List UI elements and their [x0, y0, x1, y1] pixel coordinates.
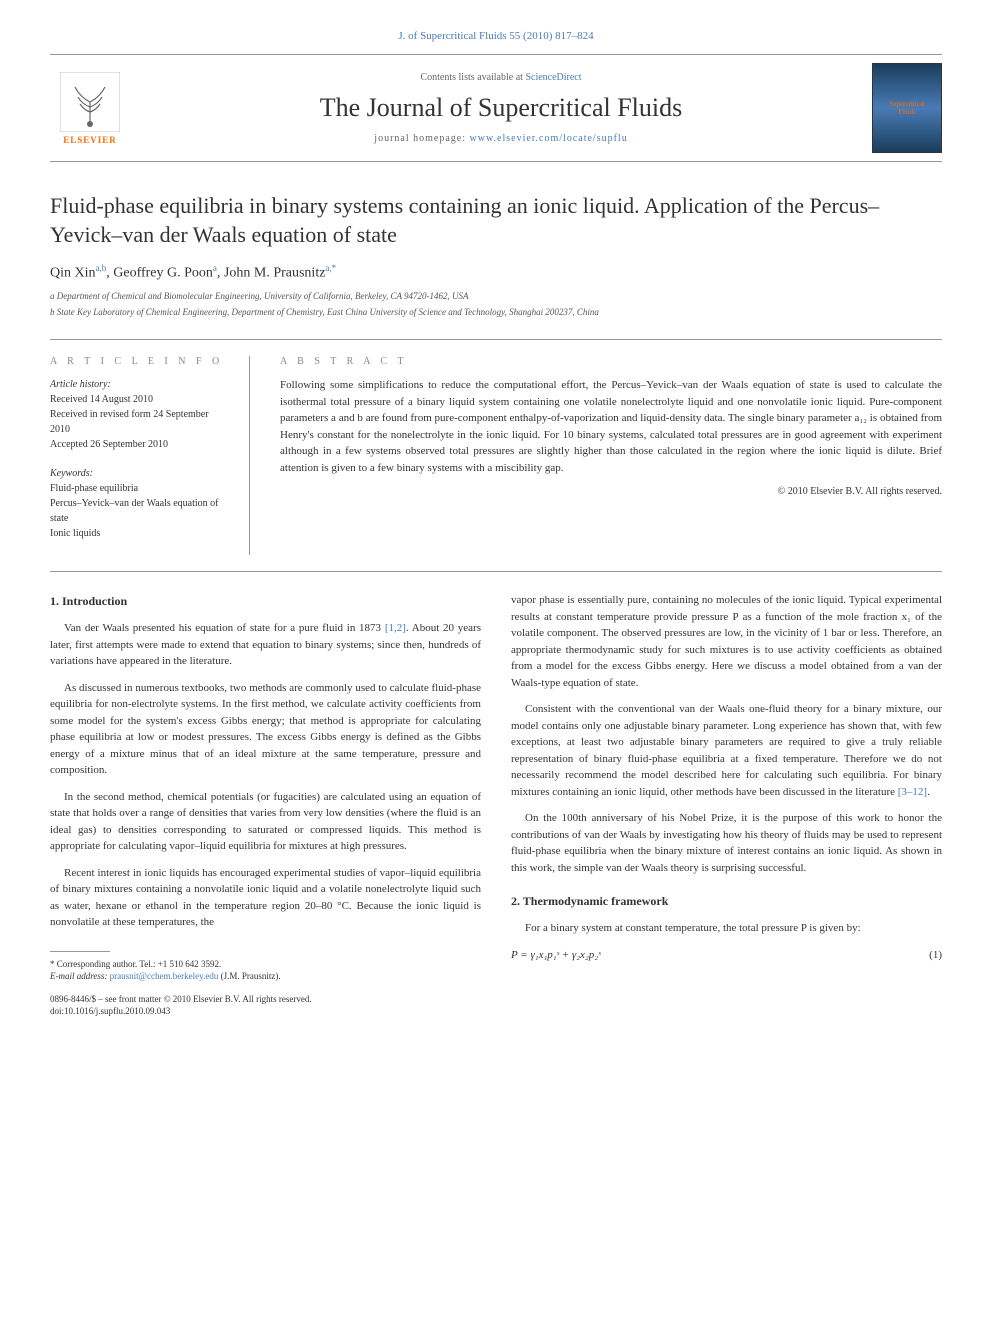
- paragraph: Van der Waals presented his equation of …: [50, 620, 481, 670]
- keywords: Keywords: Fluid-phase equilibria Percus–…: [50, 466, 229, 541]
- elsevier-logo: ELSEVIER: [50, 63, 130, 153]
- ref-link[interactable]: [1,2]: [385, 622, 406, 634]
- article-history: Article history: Received 14 August 2010…: [50, 377, 229, 452]
- publisher-name: ELSEVIER: [63, 135, 117, 145]
- abstract-block: A B S T R A C T Following some simplific…: [280, 356, 942, 555]
- journal-cover-thumb: Supercritical Fluids: [872, 63, 942, 153]
- affiliation-b: b State Key Laboratory of Chemical Engin…: [50, 306, 942, 319]
- abstract-copyright: © 2010 Elsevier B.V. All rights reserved…: [280, 486, 942, 497]
- article-title: Fluid-phase equilibria in binary systems…: [50, 192, 942, 249]
- keyword-2: Percus–Yevick–van der Waals equation of …: [50, 496, 229, 526]
- cover-text-bottom: Fluids: [898, 108, 916, 116]
- article-info: A R T I C L E I N F O Article history: R…: [50, 356, 250, 555]
- equation-1: P = γ₁x₁p₁ˢ + γ₂x₂p₂ˢ: [511, 947, 600, 964]
- paragraph: vapor phase is essentially pure, contain…: [511, 592, 942, 691]
- paragraph: For a binary system at constant temperat…: [511, 920, 942, 937]
- history-label: Article history:: [50, 377, 229, 392]
- email-link[interactable]: prausnit@cchem.berkeley.edu: [110, 971, 219, 981]
- paragraph: As discussed in numerous textbooks, two …: [50, 680, 481, 779]
- journal-title: The Journal of Supercritical Fluids: [130, 93, 872, 123]
- author-1-aff: a,b: [96, 263, 107, 273]
- author-1: Qin Xin: [50, 266, 96, 281]
- column-left: 1. Introduction Van der Waals presented …: [50, 592, 481, 1018]
- paragraph: In the second method, chemical potential…: [50, 789, 481, 855]
- cover-text-top: Supercritical: [889, 100, 925, 108]
- body-columns: 1. Introduction Van der Waals presented …: [50, 592, 942, 1018]
- author-3: John M. Prausnitz: [224, 266, 326, 281]
- keyword-1: Fluid-phase equilibria: [50, 481, 229, 496]
- ref-link[interactable]: [3–12]: [898, 786, 927, 798]
- abstract-heading: A B S T R A C T: [280, 356, 942, 367]
- contents-line: Contents lists available at ScienceDirec…: [130, 72, 872, 83]
- paragraph: On the 100th anniversary of his Nobel Pr…: [511, 810, 942, 876]
- footnote-separator: [50, 951, 110, 952]
- keywords-label: Keywords:: [50, 466, 229, 481]
- info-abstract-row: A R T I C L E I N F O Article history: R…: [50, 339, 942, 572]
- keyword-3: Ionic liquids: [50, 526, 229, 541]
- homepage-line: journal homepage: www.elsevier.com/locat…: [130, 133, 872, 144]
- affiliation-a: a Department of Chemical and Biomolecula…: [50, 290, 942, 303]
- masthead: ELSEVIER Contents lists available at Sci…: [50, 54, 942, 162]
- homepage-link[interactable]: www.elsevier.com/locate/supflu: [470, 133, 628, 144]
- revised-date: Received in revised form 24 September 20…: [50, 407, 229, 437]
- header-citation: J. of Supercritical Fluids 55 (2010) 817…: [50, 30, 942, 42]
- homepage-label: journal homepage:: [374, 133, 469, 144]
- section-1-heading: 1. Introduction: [50, 592, 481, 610]
- equation-1-number: (1): [929, 947, 942, 964]
- received-date: Received 14 August 2010: [50, 392, 229, 407]
- email-suffix: (J.M. Prausnitz).: [218, 971, 280, 981]
- column-right: vapor phase is essentially pure, contain…: [511, 592, 942, 1018]
- author-2-aff: a: [213, 263, 217, 273]
- masthead-center: Contents lists available at ScienceDirec…: [130, 72, 872, 144]
- info-heading: A R T I C L E I N F O: [50, 356, 229, 367]
- paragraph: Recent interest in ionic liquids has enc…: [50, 865, 481, 931]
- sciencedirect-link[interactable]: ScienceDirect: [525, 72, 581, 83]
- paragraph: Consistent with the conventional van der…: [511, 701, 942, 800]
- section-2-heading: 2. Thermodynamic framework: [511, 892, 942, 910]
- email-label: E-mail address:: [50, 971, 110, 981]
- front-matter: 0896-8446/$ – see front matter © 2010 El…: [50, 993, 481, 1006]
- email-line: E-mail address: prausnit@cchem.berkeley.…: [50, 970, 481, 983]
- authors-line: Qin Xina,b, Geoffrey G. Poona, John M. P…: [50, 263, 942, 282]
- equation-1-row: P = γ₁x₁p₁ˢ + γ₂x₂p₂ˢ (1): [511, 947, 942, 964]
- elsevier-tree-icon: [60, 72, 120, 132]
- doi: doi:10.1016/j.supflu.2010.09.043: [50, 1005, 481, 1018]
- corresponding-author: * Corresponding author. Tel.: +1 510 642…: [50, 958, 481, 971]
- doi-block: 0896-8446/$ – see front matter © 2010 El…: [50, 993, 481, 1018]
- author-3-aff: a,*: [325, 263, 336, 273]
- author-2: Geoffrey G. Poon: [113, 266, 213, 281]
- accepted-date: Accepted 26 September 2010: [50, 437, 229, 452]
- abstract-text: Following some simplifications to reduce…: [280, 377, 942, 476]
- contents-label: Contents lists available at: [420, 72, 525, 83]
